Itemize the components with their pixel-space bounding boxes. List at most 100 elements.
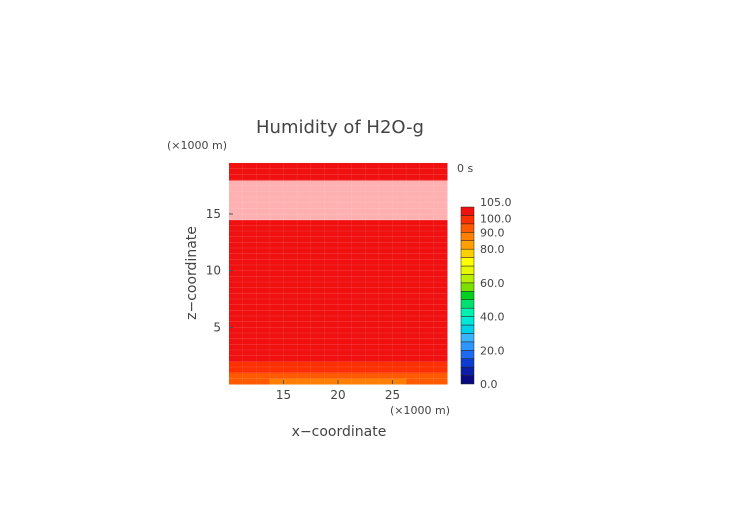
heatmap-cell	[229, 219, 244, 351]
heatmap-cell	[378, 180, 393, 215]
heatmap-cell	[419, 163, 434, 175]
x-tick-label: 25	[385, 388, 400, 402]
x-axis-unit: (×1000 m)	[390, 404, 450, 417]
heatmap-cell	[269, 350, 284, 357]
colorbar-swatch	[460, 206, 475, 216]
y-tick-label: 15	[206, 207, 221, 221]
heatmap-cell	[365, 350, 380, 357]
heatmap-cell	[310, 361, 325, 368]
colorbar-swatch	[460, 341, 475, 351]
heatmap-cell	[406, 355, 421, 362]
heatmap-cell	[269, 163, 284, 175]
heatmap-cell	[392, 355, 407, 362]
heatmap-cell	[338, 219, 353, 351]
chart-title: Humidity of H2O-g	[256, 117, 424, 138]
heatmap-cell	[338, 214, 353, 221]
heatmap-cell	[338, 174, 353, 181]
heatmap-cell	[242, 163, 257, 175]
heatmap-cell	[406, 214, 421, 221]
heatmap-cell	[351, 372, 366, 379]
heatmap-cell	[406, 219, 421, 351]
heatmap-cell	[310, 174, 325, 181]
heatmap-cell	[378, 214, 393, 221]
heatmap-cell	[242, 219, 257, 351]
heatmap-cell	[378, 367, 393, 374]
x-tick-label: 15	[276, 388, 291, 402]
heatmap-cell	[378, 372, 393, 379]
heatmap-cell	[419, 355, 434, 362]
colorbar-tick-label: 60.0	[480, 277, 505, 290]
heatmap-cell	[338, 180, 353, 215]
heatmap-cell	[310, 355, 325, 362]
heatmap-cell	[433, 174, 448, 181]
heatmap-cell	[324, 219, 339, 351]
heatmap-cell	[419, 361, 434, 368]
heatmap-cell	[433, 378, 448, 385]
heatmap-cell	[365, 378, 380, 385]
heatmap-cell	[242, 372, 257, 379]
heatmap-cell	[256, 378, 271, 385]
heatmap-cell	[283, 180, 298, 215]
heatmap-cell	[229, 355, 244, 362]
colorbar-swatch	[460, 366, 475, 376]
x-axis-label: x−coordinate	[292, 424, 387, 440]
heatmap-cell	[283, 361, 298, 368]
heatmap-cell	[256, 163, 271, 175]
heatmap-cell	[433, 180, 448, 215]
heatmap-cell	[283, 214, 298, 221]
heatmap-cell	[242, 350, 257, 357]
colorbar-swatch	[460, 257, 475, 267]
heatmap-cell	[310, 219, 325, 351]
x-tick-label: 20	[330, 388, 345, 402]
heatmap-cell	[433, 163, 448, 175]
heatmap-cell	[269, 174, 284, 181]
heatmap-cell	[229, 367, 244, 374]
heatmap-cell	[351, 350, 366, 357]
heatmap-cell	[256, 174, 271, 181]
heatmap-cell	[310, 214, 325, 221]
heatmap-cell	[351, 180, 366, 215]
heatmap-cell	[297, 361, 312, 368]
heatmap-cell	[324, 214, 339, 221]
heatmap-cell	[242, 378, 257, 385]
heatmap-cell	[269, 355, 284, 362]
heatmap-cell	[406, 180, 421, 215]
y-axis-unit: (×1000 m)	[167, 139, 227, 152]
heatmap-cell	[433, 361, 448, 368]
heatmap-cell	[392, 214, 407, 221]
heatmap-cell	[365, 372, 380, 379]
heatmap-cell	[351, 174, 366, 181]
colorbar-swatch	[460, 299, 475, 309]
colorbar-tick-label: 90.0	[480, 226, 505, 239]
heatmap-cell	[433, 367, 448, 374]
heatmap-cell	[433, 350, 448, 357]
heatmap-field	[229, 163, 448, 385]
heatmap-cell	[242, 367, 257, 374]
time-label: 0 s	[457, 162, 473, 175]
heatmap-cell	[242, 180, 257, 215]
heatmap-cell	[419, 378, 434, 385]
colorbar-swatch	[460, 282, 475, 292]
heatmap-cell	[338, 355, 353, 362]
heatmap-cell	[297, 372, 312, 379]
colorbar-tick-label: 105.0	[480, 196, 512, 209]
heatmap-cell	[324, 174, 339, 181]
heatmap-cell	[378, 219, 393, 351]
heatmap-cell	[324, 367, 339, 374]
heatmap-cell	[419, 180, 434, 215]
heatmap-cell	[297, 174, 312, 181]
heatmap-cell	[283, 219, 298, 351]
heatmap-cell	[324, 355, 339, 362]
heatmap-cell	[419, 219, 434, 351]
colorbar-swatch	[460, 291, 475, 300]
heatmap-cell	[365, 219, 380, 351]
heatmap-cell	[406, 163, 421, 175]
heatmap-cell	[256, 180, 271, 215]
colorbar-tick-label: 20.0	[480, 344, 505, 357]
heatmap-cell	[365, 163, 380, 175]
heatmap-cell	[378, 174, 393, 181]
y-tick-label: 5	[213, 320, 221, 334]
heatmap-cell	[283, 163, 298, 175]
heatmap-cell	[324, 361, 339, 368]
heatmap-cell	[338, 361, 353, 368]
